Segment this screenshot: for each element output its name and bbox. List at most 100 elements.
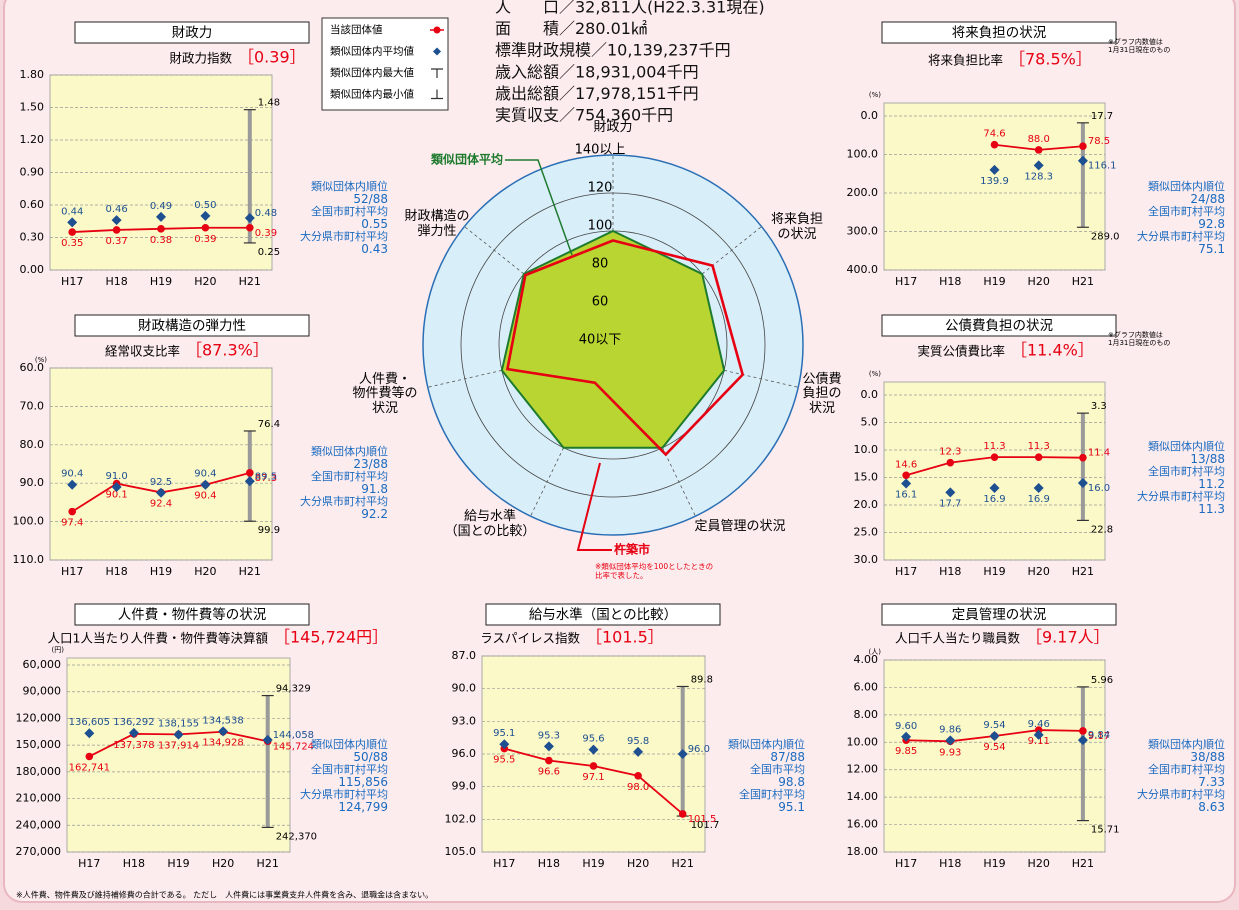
- radar-axis-label: 財政力: [593, 119, 633, 135]
- headline: ［78.5%］: [1009, 50, 1092, 69]
- value-label: 16.1: [895, 490, 917, 501]
- y-tick-label: 10.0: [854, 443, 879, 456]
- data-point: [499, 739, 510, 750]
- range-label: 0.25: [258, 247, 280, 258]
- stat-label: 大分県市町村平均: [1137, 229, 1225, 243]
- plot-area: [883, 102, 1106, 271]
- info-line: 人 口／32,811人(H22.3.31現在): [495, 0, 765, 17]
- data-point: [262, 734, 273, 745]
- y-tick-label: 0.90: [20, 166, 45, 179]
- legend-min: [431, 89, 443, 100]
- value-label: 9.17: [1088, 731, 1110, 742]
- x-tick-label: H17: [61, 565, 83, 578]
- data-point: [244, 213, 255, 223]
- stat-value: 13/88: [1190, 452, 1225, 466]
- data-point: [246, 469, 254, 477]
- data-point: [990, 453, 999, 461]
- stat-label: 全国市町村平均: [311, 762, 388, 776]
- value-label: 16.0: [1088, 483, 1110, 494]
- data-point: [1079, 453, 1087, 462]
- legend-label: 類似団体内最小値: [330, 88, 414, 101]
- legend-max: [431, 68, 443, 78]
- y-tick-label: 93.0: [452, 714, 477, 727]
- y-tick-label: 16.00: [847, 818, 879, 831]
- value-label: 9.11: [1028, 736, 1050, 747]
- y-tick-label: 5.0: [861, 416, 879, 429]
- y-tick-label: 60,000: [23, 658, 62, 671]
- plot-area: [883, 659, 1106, 853]
- y-tick-label: 12.00: [847, 763, 879, 776]
- x-tick-label: H18: [123, 857, 145, 870]
- value-label: 0.46: [105, 204, 127, 215]
- x-tick-label: H19: [167, 857, 189, 870]
- headline: ［101.5］: [586, 628, 664, 647]
- legend-label: 当該団体値: [330, 23, 383, 36]
- data-point: [946, 458, 955, 467]
- x-tick-label: H21: [1072, 857, 1094, 870]
- y-tick-label: 0.0: [861, 109, 879, 122]
- value-label: 95.5: [493, 755, 515, 766]
- panel-title-box: [74, 603, 310, 626]
- y-tick-label: 10.00: [847, 735, 879, 748]
- stat-value: 8.63: [1198, 800, 1225, 814]
- footnote: ※人件費、物件費及び維持補修費の合計である。 ただし 人件費には事業費支弁人件費…: [16, 890, 433, 900]
- data-point: [173, 729, 184, 740]
- value-label: 0.44: [61, 206, 83, 217]
- value-label: 95.3: [538, 730, 560, 741]
- x-tick-label: H17: [78, 857, 100, 870]
- leader-line: [576, 462, 612, 551]
- value-label: 0.50: [194, 200, 216, 211]
- legend-label: 類似団体内最大値: [330, 66, 414, 79]
- x-tick-label: H19: [983, 275, 1005, 288]
- value-label: 90.4: [61, 469, 83, 480]
- stat-label: 全国市町村平均: [311, 204, 388, 218]
- data-point: [989, 730, 1000, 741]
- x-tick-label: H21: [1072, 275, 1094, 288]
- range-label: 15.71: [1091, 825, 1120, 836]
- headline: ［11.4%］: [1011, 341, 1094, 360]
- stat-value: 92.8: [1198, 217, 1225, 231]
- stat-value: 50/88: [353, 750, 388, 764]
- stat-label: 大分県市町村平均: [1137, 787, 1225, 801]
- stat-value: 95.1: [778, 800, 805, 814]
- value-label: 136,605: [69, 717, 110, 728]
- subtitle: 実質公債費比率: [917, 344, 1005, 359]
- value-label: 9.93: [939, 747, 961, 758]
- value-label: 95.1: [493, 728, 515, 739]
- radar-axis-label: 将来負担 の状況: [770, 212, 823, 242]
- data-point: [246, 223, 254, 232]
- stat-value: 91.8: [361, 482, 388, 496]
- data-point: [634, 771, 642, 780]
- radar-axis-label: 公債費 負担の 状況: [802, 371, 842, 417]
- value-label: 0.49: [150, 201, 172, 212]
- data-point: [244, 476, 255, 487]
- data-point: [111, 215, 122, 226]
- value-label: 0.48: [255, 208, 277, 219]
- stat-label: 大分県市町村平均: [300, 787, 388, 801]
- headline: ［87.3%］: [186, 341, 269, 360]
- stat-label: 全国市町村平均: [1148, 464, 1225, 478]
- subtitle: 人口1人当たり人件費・物件費等決算額: [48, 631, 269, 646]
- x-tick-label: H17: [895, 857, 917, 870]
- stat-label: 大分県市町村平均: [300, 494, 388, 508]
- value-label: 9.86: [939, 724, 961, 735]
- y-tick-label: 180,000: [16, 765, 62, 778]
- value-label: 0.39: [255, 228, 277, 239]
- y-tick-label: 4.00: [854, 653, 879, 666]
- y-tick-label: 0.60: [20, 198, 45, 211]
- info-line: 実質収支／754,360千円: [495, 106, 673, 125]
- data-point: [201, 223, 210, 232]
- stat-label: 類似団体内順位: [1148, 737, 1225, 751]
- radar-tick-label: 140以上: [575, 143, 626, 158]
- plot-area: [883, 381, 1106, 561]
- y-tick-label: 0.30: [20, 231, 45, 244]
- value-label: 144,058: [273, 730, 314, 741]
- x-tick-label: H18: [105, 275, 127, 288]
- range-label: 76.4: [258, 419, 280, 430]
- range-label: 1.48: [258, 98, 280, 109]
- radar-series: [505, 239, 745, 457]
- x-tick-label: H18: [939, 275, 961, 288]
- x-tick-label: H20: [627, 857, 649, 870]
- y-tick-label: 20.0: [854, 498, 879, 511]
